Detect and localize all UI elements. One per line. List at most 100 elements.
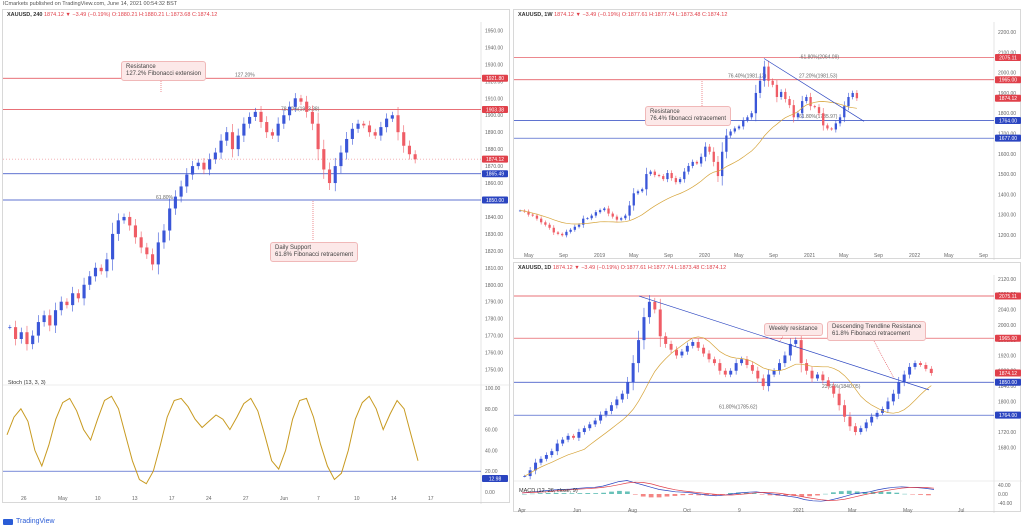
price-tag: 1921.80 (486, 76, 504, 82)
price-tag: 1850.00 (486, 198, 504, 204)
price-tick-label: 2200.00 (998, 30, 1016, 36)
price-tag: 1874.12 (999, 96, 1017, 102)
macd-histogram-bar (751, 493, 757, 494)
price-tick-label: 1400.00 (998, 192, 1016, 198)
time-tick-label: May (903, 508, 913, 514)
candle-daily-candle (734, 363, 738, 371)
candle-4h-candle (253, 111, 257, 117)
candle-daily-candle (745, 359, 749, 365)
candle-daily-candle (588, 424, 592, 429)
candle-daily-candle (929, 368, 933, 374)
moving-average-line (524, 336, 932, 477)
panel-daily[interactable]: XAUUSD, 1D 1874.12 ▼ −3.49 (−0.19%) O:18… (513, 262, 1022, 514)
tradingview-footer[interactable]: TradingView (3, 518, 55, 525)
candle-4h-candle (59, 301, 63, 311)
macd-histogram-bar (656, 494, 662, 498)
candle-4h-candle (350, 128, 354, 139)
candle-weekly-candle (548, 224, 551, 228)
candle-daily-candle (599, 414, 603, 421)
candle-4h-candle (367, 125, 372, 133)
time-tick-label: 2021 (804, 253, 815, 259)
stoch-tag-bg (482, 475, 508, 483)
macd-histogram-bar (529, 493, 535, 495)
candle-weekly-candle (771, 80, 774, 85)
candle-4h-candle (362, 123, 366, 126)
candle-daily-candle (740, 359, 744, 364)
price-tick-label: 1600.00 (998, 152, 1016, 158)
panel-4h[interactable]: XAUUSD, 240 1874.12 ▼ −3.49 (−0.19%) O:1… (2, 9, 511, 504)
macd-histogram-bar (823, 493, 828, 495)
panel-weekly[interactable]: XAUUSD, 1W 1874.12 ▼ −3.49 (−0.19%) O:18… (513, 9, 1021, 260)
candle-daily-candle (908, 366, 912, 375)
candle-4h-candle (150, 254, 155, 265)
price-tag-bg (995, 94, 1021, 102)
price-tick-label: 1500.00 (998, 172, 1016, 178)
candle-daily-candle (609, 405, 613, 411)
fib-label: -61.80%(2064.09) (799, 55, 839, 61)
candle-weekly-candle (725, 135, 728, 152)
price-tag-bg (995, 117, 1021, 125)
candle-daily-candle (772, 370, 776, 375)
candle-4h-candle (259, 111, 263, 123)
candle-daily-candle (924, 365, 928, 369)
time-tick-label: 10 (354, 496, 360, 502)
panel-4h-title: XAUUSD, 240 1874.12 ▼ −3.49 (−0.19%) O:1… (7, 12, 217, 18)
candle-daily-candle (891, 393, 895, 402)
macd-histogram-bar (545, 492, 551, 494)
candle-daily-candle (815, 374, 819, 379)
candle-4h-candle (327, 169, 332, 184)
candle-weekly-candle (813, 106, 816, 108)
candle-daily-candle (761, 378, 765, 387)
stoch-label: Stoch (13, 3, 3) (8, 380, 46, 386)
candle-weekly-candle (544, 222, 547, 225)
time-tick-label: May (629, 253, 639, 259)
price-tick-label: 2040.00 (998, 307, 1016, 313)
price-tick-label: 1950.00 (485, 28, 503, 34)
candle-weekly-candle (624, 215, 627, 219)
price-tag-bg (995, 378, 1021, 386)
candle-4h-candle (396, 115, 400, 133)
stoch-tick-label: 40.00 (485, 448, 498, 454)
candle-weekly-candle (619, 218, 623, 220)
macd-histogram-bar (696, 494, 702, 496)
candle-4h-candle (282, 115, 286, 124)
candle-weekly-candle (792, 105, 795, 118)
candle-4h-candle (310, 111, 314, 124)
candle-weekly-candle (851, 92, 854, 98)
price-tick-label: 1820.00 (485, 249, 503, 255)
candle-daily-candle (794, 340, 798, 344)
candle-weekly-candle (855, 92, 859, 99)
price-tick-label: 1780.00 (485, 317, 503, 323)
time-tick-label: Sep (874, 253, 883, 259)
candle-4h-candle (13, 327, 18, 340)
candle-weekly-candle (674, 178, 678, 183)
candle-4h-candle (116, 220, 120, 234)
time-tick-label: May (524, 253, 534, 259)
candle-4h-candle (36, 322, 40, 336)
candle-4h-candle (179, 186, 183, 197)
candle-4h-candle (122, 216, 126, 221)
candle-daily-candle (886, 401, 890, 410)
candle-weekly-candle (754, 92, 758, 114)
candle-4h-candle (42, 315, 46, 323)
price-tag: 1965.00 (999, 336, 1017, 342)
time-tick-label: 27 (243, 496, 249, 502)
price-tag: 1677.00 (999, 136, 1017, 142)
macd-histogram-bar (569, 493, 575, 494)
macd-histogram-bar (926, 494, 931, 496)
candle-4h-candle (185, 174, 189, 187)
candle-daily-candle (696, 342, 700, 348)
candle-daily-candle (593, 420, 597, 425)
time-tick-label: 14 (391, 496, 397, 502)
time-tick-label: Aug (628, 508, 637, 514)
candle-daily-candle (810, 370, 814, 379)
fib-label: 23.60%(1840.05) (822, 384, 861, 390)
candle-daily-candle (669, 343, 673, 350)
candle-4h-candle (287, 106, 292, 116)
candle-4h-candle (82, 284, 86, 299)
brand-label: TradingView (16, 518, 55, 525)
time-tick-label: Mar (848, 508, 857, 514)
candle-4h-candle (31, 335, 35, 345)
macd-signal-line (521, 481, 935, 501)
price-tick-label: 1900.00 (485, 113, 503, 119)
